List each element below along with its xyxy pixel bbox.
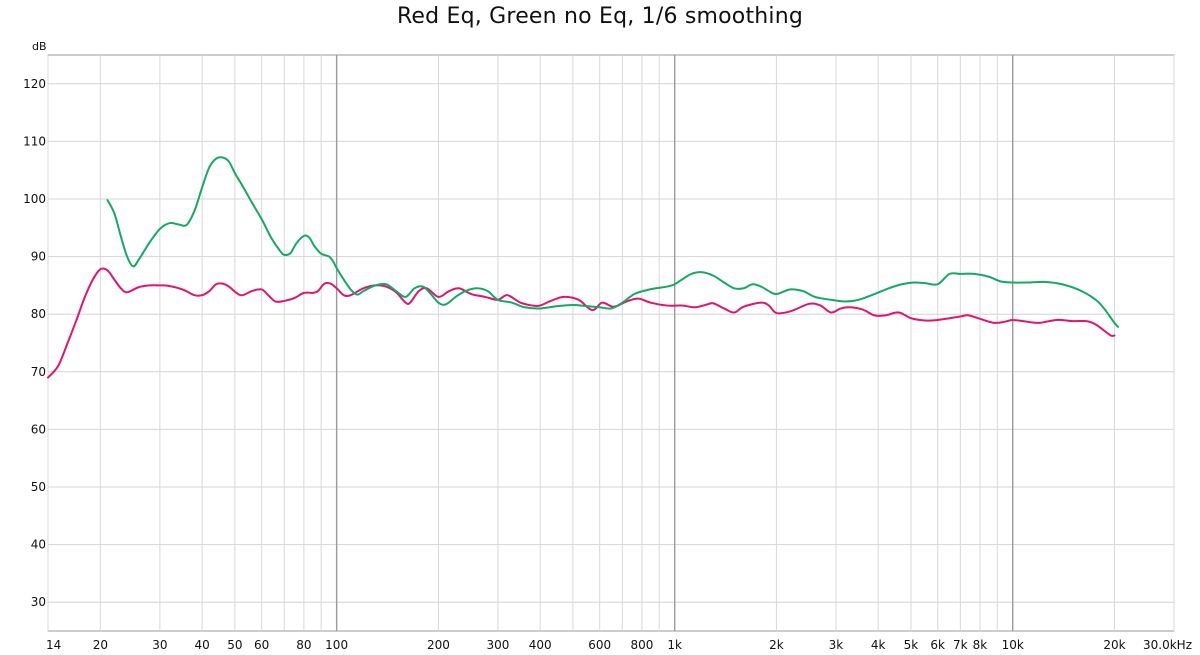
axis-tick-labels: 30 40 50 60 70 80 90 100 110 120 14 20 30 40 50 60 80 100…	[23, 77, 1192, 652]
series-lines	[47, 156, 1120, 379]
x-tick-label: 100	[325, 638, 348, 652]
x-tick-label: 40	[194, 638, 209, 652]
x-tick-label: 2k	[769, 638, 784, 652]
x-tick-label: 300	[486, 638, 509, 652]
chart-title: Red Eq, Green no Eq, 1/6 smoothing	[396, 4, 804, 29]
x-tick-label: 30	[152, 638, 167, 652]
y-tick-label: 40	[31, 538, 46, 552]
x-tick-label: 6k	[930, 638, 945, 652]
x-tick-label: 400	[529, 638, 552, 652]
grid-lines	[47, 55, 1175, 631]
x-tick-label: 60	[254, 638, 269, 652]
series-line-red	[47, 267, 1116, 379]
plot-area	[47, 54, 1175, 632]
x-tick-label: 20	[93, 638, 108, 652]
x-tick-label: 10k	[1002, 638, 1024, 652]
y-tick-label: 120	[23, 77, 46, 91]
x-tick-label: 4k	[871, 638, 886, 652]
x-tick-label: 8k	[973, 638, 988, 652]
x-tick-label: 7k	[953, 638, 968, 652]
x-tick-label: 1k	[667, 638, 682, 652]
x-tick-label: 800	[630, 638, 653, 652]
y-tick-label: 110	[23, 134, 46, 148]
x-tick-label: 200	[427, 638, 450, 652]
y-tick-label: 50	[31, 480, 46, 494]
y-tick-label: 70	[31, 365, 46, 379]
y-tick-label: 100	[23, 192, 46, 206]
x-tick-label: 14	[46, 638, 61, 652]
y-tick-label: 60	[31, 422, 46, 436]
x-tick-label: 600	[588, 638, 611, 652]
x-tick-label: 3k	[829, 638, 844, 652]
x-tick-label: 5k	[904, 638, 919, 652]
x-tick-label: 50	[227, 638, 242, 652]
y-tick-label: 90	[31, 250, 46, 264]
y-tick-label: 30	[31, 595, 46, 609]
x-tick-label: 20k	[1103, 638, 1125, 652]
x-tick-label: 30.0kHz	[1143, 638, 1192, 652]
series-line-green	[106, 156, 1120, 328]
x-tick-label: 80	[296, 638, 311, 652]
y-tick-label: 80	[31, 307, 46, 321]
y-axis-unit-label: dB	[32, 40, 47, 53]
